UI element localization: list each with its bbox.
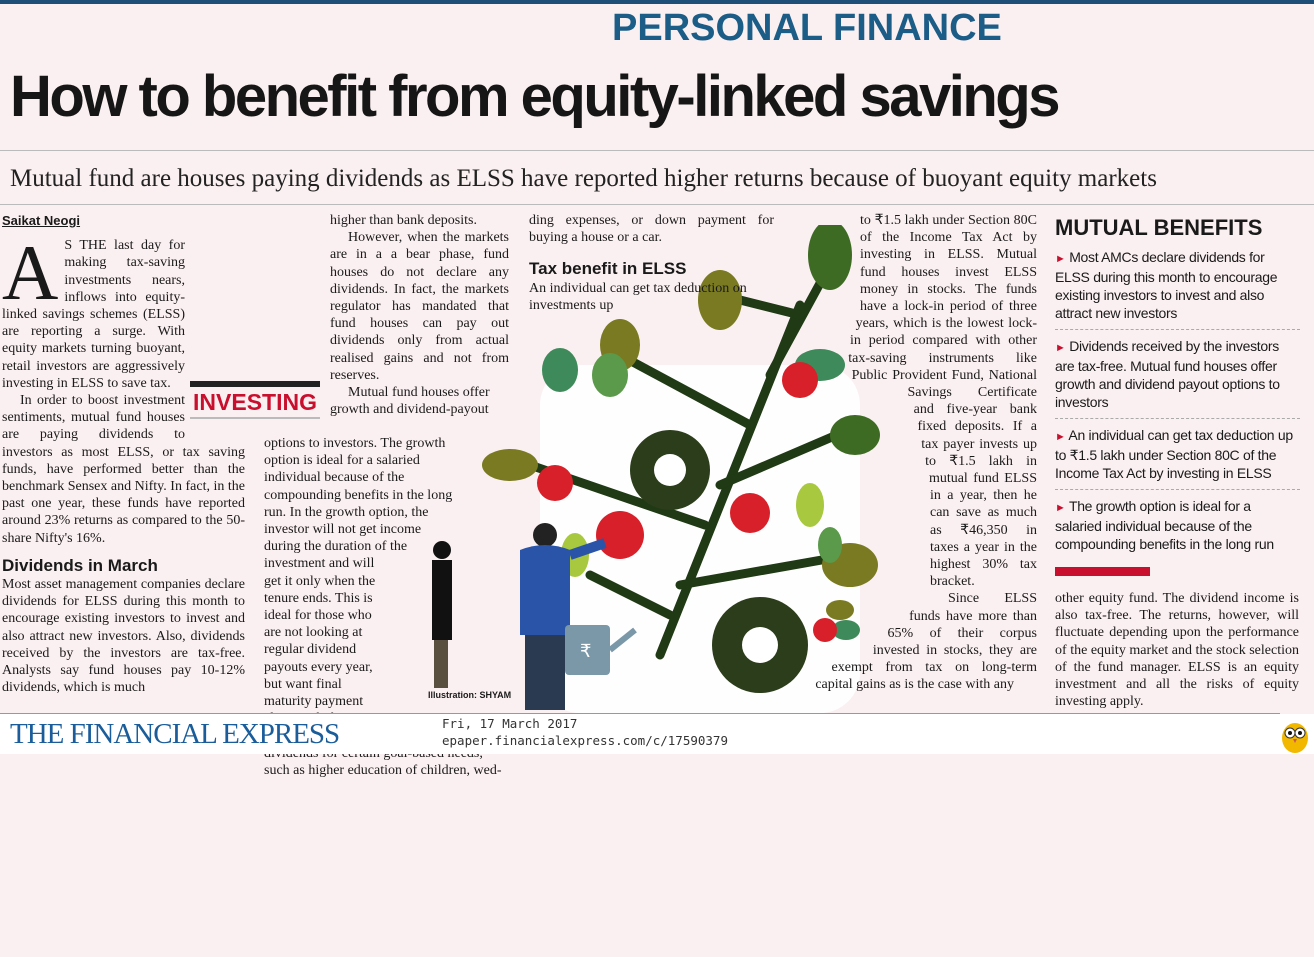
paragraph: S THE last day for making tax-saving inv… [2, 238, 185, 391]
paragraph: higher than bank deposits. [330, 213, 477, 228]
article-column-3: ding expenses, or down payment for buyin… [529, 212, 774, 314]
sidebar-bullet: ► Dividends received by the investors ar… [1055, 337, 1300, 419]
bullet-arrow-icon: ► [1055, 431, 1066, 443]
paragraph: Since ELSS funds have more than 65% of t… [815, 591, 1037, 693]
article-column-1: Saikat Neogi A S THE last day for making… [2, 212, 245, 696]
subheading: Tax benefit in ELSS [529, 259, 687, 279]
percent-sign-icon [630, 430, 808, 693]
rupee-symbol: ₹ [580, 641, 591, 662]
paragraph: In order to boost investment sentiments,… [2, 393, 245, 546]
paragraph: An individual can get tax deduction on i… [529, 280, 747, 313]
section-title: PERSONAL FINANCE [612, 7, 1002, 49]
paragraph: Most asset management companies declare … [2, 577, 245, 696]
sidebar-mutual-benefits: MUTUAL BENEFITS ► Most AMCs declare divi… [1055, 214, 1305, 710]
edition-date: Fri, 17 March 2017 [442, 716, 578, 731]
headline: How to benefit from equity-linked saving… [10, 64, 1060, 129]
bullet-arrow-icon: ► [1055, 502, 1066, 514]
footer-divider [0, 713, 1280, 714]
top-bar [0, 0, 1314, 4]
sidebar-title: MUTUAL BENEFITS [1055, 215, 1263, 240]
article-column-4: to ₹1.5 lakh under Section 80C of the In… [815, 212, 1037, 694]
subheading: Dividends in March [2, 555, 158, 575]
person-icon [432, 541, 452, 688]
watering-can-icon: ₹ [565, 625, 637, 675]
kicker-label: INVESTING [190, 381, 320, 419]
newspaper-logo[interactable]: THE FINANCIAL EXPRESS [10, 718, 340, 750]
person-icon [520, 523, 607, 710]
epaper-link[interactable]: epaper.financialexpress.com/c/17590379 [442, 733, 728, 748]
drop-cap: A [2, 229, 59, 317]
illustration-percent-tree: ₹ [482, 225, 880, 713]
paragraph: ding expenses, or down payment for buyin… [529, 213, 774, 246]
paragraph: to ₹1.5 lakh under Section 80C of the In… [848, 213, 1037, 590]
sidebar-bullet: ► Most AMCs declare dividends for ELSS d… [1055, 248, 1300, 330]
divider [0, 204, 1314, 205]
red-bar [1055, 567, 1150, 576]
sidebar-bullet: ► An individual can get tax deduction up… [1055, 426, 1300, 490]
illustration-credit: Illustration: SHYAM [428, 690, 512, 700]
article-column-5: other equity fund. The dividend income i… [1055, 591, 1299, 710]
bullet-arrow-icon: ► [1055, 253, 1066, 265]
apple-icon [537, 362, 837, 642]
paragraph: However, when the markets are in a a bea… [330, 230, 509, 383]
footer: THE FINANCIAL EXPRESS Fri, 17 March 2017… [0, 714, 1314, 754]
byline: Saikat Neogi [2, 213, 81, 228]
subtitle: Mutual fund are houses paying dividends … [10, 165, 1157, 192]
owl-icon [1282, 723, 1308, 753]
divider [0, 150, 1314, 151]
sidebar-bullet: ► The growth option is ideal for a salar… [1055, 498, 1274, 552]
bullet-arrow-icon: ► [1055, 342, 1066, 354]
